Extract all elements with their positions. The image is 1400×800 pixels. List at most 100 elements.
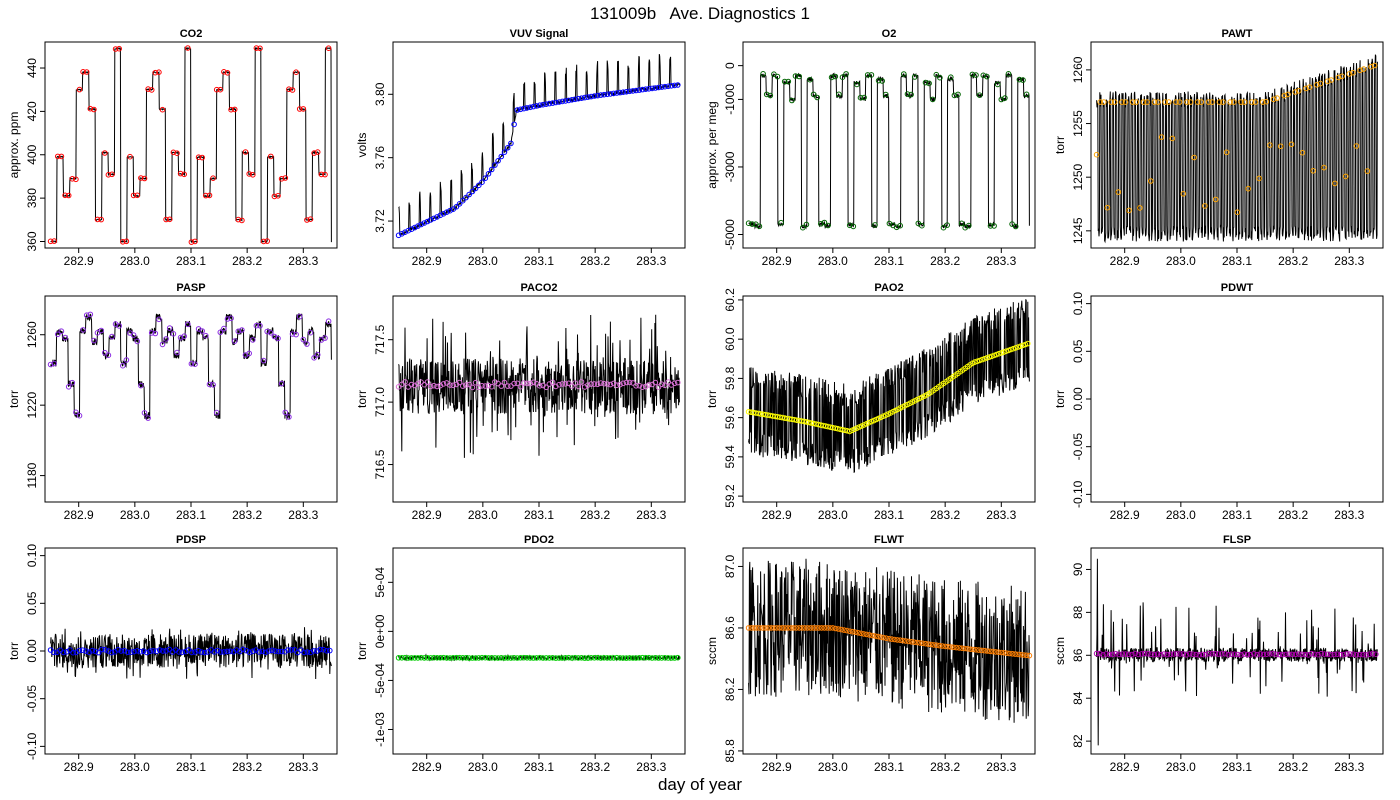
x-tick-label: 282.9 [762,760,792,774]
data-point [418,654,424,661]
x-tick-label: 282.9 [412,760,442,774]
data-point [58,153,65,160]
data-point [311,355,317,361]
data-point [973,647,979,653]
data-point [317,646,324,653]
data-point [601,380,607,387]
data-point [756,223,763,230]
data-point [314,648,320,654]
data-point [137,648,144,655]
data-point [1286,651,1292,658]
data-point [517,383,524,390]
data-point [917,640,923,646]
data-trace [748,72,1030,230]
data-point [1021,652,1027,658]
data-point [304,649,311,655]
data-point [601,91,607,98]
data-point [1154,651,1161,657]
data-point [1119,99,1125,105]
data-point [1005,71,1012,77]
x-tick-label: 283.1 [1222,760,1252,774]
data-point [827,625,833,631]
y-tick-label: 0e+00 [373,614,387,648]
data-point [1283,651,1289,658]
data-point [649,85,655,92]
data-point [598,92,604,98]
data-point [325,45,332,52]
data-point [581,94,588,101]
data-point [911,74,918,80]
data-point [832,73,839,80]
y-tick-label: -0.05 [1071,433,1085,461]
data-point [501,149,508,155]
data-point [880,634,887,641]
data-point [450,382,457,389]
data-point [841,627,847,633]
data-point [210,175,216,181]
data-point [575,655,582,661]
data-point [527,655,534,661]
data-point [508,140,514,147]
data-point [264,238,271,244]
data-point [931,642,937,648]
data-point [408,381,415,388]
data-point [466,655,473,661]
data-point [1305,652,1312,658]
y-axis-label: sccm [705,637,719,665]
data-point [1369,650,1376,657]
data-point [671,82,678,89]
data-point [928,641,934,648]
data-point [112,46,119,52]
data-point [431,215,437,222]
data-point [1257,651,1264,657]
data-point [1187,99,1194,105]
data-point [1356,651,1363,658]
data-point [578,95,585,101]
data-point [485,171,492,177]
data-point [598,380,604,386]
panel-flsp: FLSP sccm 282.9 283.0 283.1 283.2 283.3 82 84 86 8… [1053,534,1384,774]
data-point [437,212,444,219]
data-point [839,74,846,80]
x-tick-label: 283.1 [176,508,206,522]
data-point [665,83,672,90]
data-point [1004,650,1010,657]
data-point [620,380,627,387]
data-point [418,221,424,228]
y-tick-label: 84 [1071,691,1085,705]
data-point [530,655,537,661]
data-point [1209,651,1215,657]
data-point [427,655,434,661]
data-point [213,86,220,93]
data-point [58,328,65,335]
data-point [144,649,150,656]
data-point [578,655,585,661]
data-point [639,86,646,93]
data-point [1002,95,1008,101]
x-tick-label: 283.0 [818,760,848,774]
data-point [922,640,929,647]
data-point [195,154,202,160]
data-point [1003,348,1009,355]
y-tick-label: 85.8 [723,739,737,763]
data-point [134,648,141,654]
data-point [675,379,681,386]
data-point [495,158,501,164]
data-point [508,655,514,661]
data-point [260,357,267,364]
data-point [1314,82,1320,88]
y-tick-label: 717.0 [373,387,387,417]
data-point [973,72,979,78]
panel-pasp: PASP torr 282.9 283.0 283.1 283.2 283.3 1180 122… [7,282,338,522]
data-point [102,647,108,653]
data-point [291,647,298,653]
data-point [1106,651,1113,658]
data-point [1212,650,1219,657]
panel-co2: CO2 approx. ppm 282.9 283.0 283.1 283.2 283.3 3… [7,28,338,268]
data-point [211,649,218,655]
data-point [1285,91,1291,98]
data-point [181,171,187,178]
data-point [1151,99,1158,105]
data-point [138,382,144,389]
y-axis-label: approx. per meg [705,101,719,188]
